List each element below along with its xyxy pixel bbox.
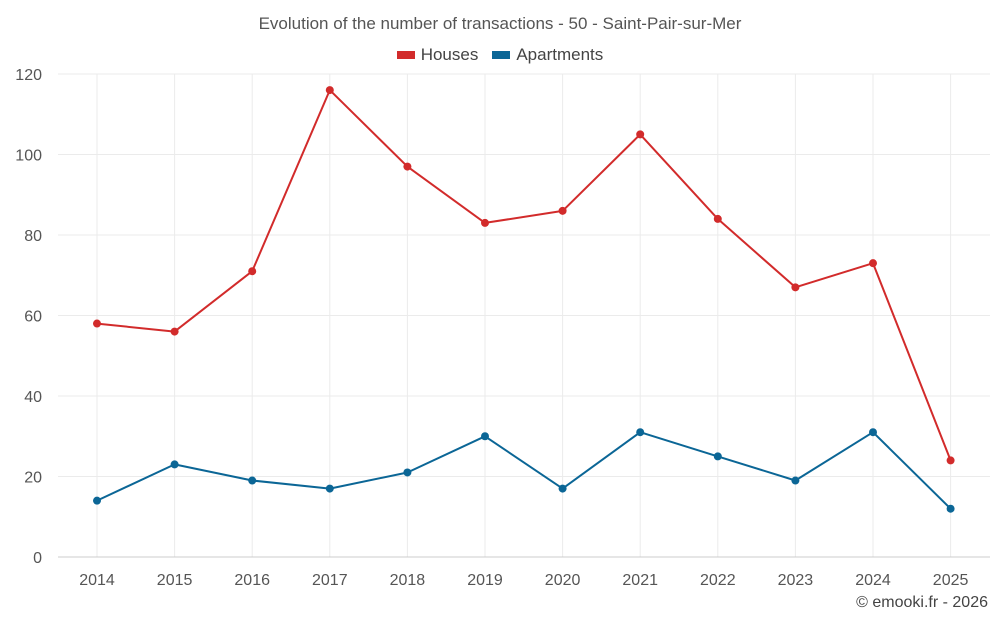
data-point-houses-2023 (791, 283, 800, 292)
data-point-houses-2021 (636, 130, 645, 139)
data-point-houses-2016 (248, 267, 257, 276)
data-point-apartments-2023 (791, 476, 800, 485)
x-tick-label: 2023 (778, 572, 814, 589)
data-point-apartments-2015 (170, 460, 179, 469)
data-point-apartments-2014 (93, 496, 101, 505)
legend-item-houses[interactable]: Houses (396, 45, 479, 65)
data-point-houses-2014 (93, 319, 101, 328)
legend: Houses Apartments (0, 45, 1000, 65)
x-tick-label: 2018 (390, 572, 426, 589)
y-tick-label: 120 (15, 67, 42, 84)
y-tick-label: 40 (24, 389, 42, 406)
y-tick-label: 20 (24, 470, 42, 487)
x-tick-label: 2014 (79, 572, 115, 589)
data-point-apartments-2021 (636, 428, 645, 437)
series-line-houses (96, 89, 952, 461)
data-point-houses-2015 (170, 327, 179, 336)
x-tick-label: 2019 (467, 572, 503, 589)
data-point-houses-2018 (403, 162, 412, 171)
x-tick-label: 2017 (312, 572, 348, 589)
chart-title: Evolution of the number of transactions … (258, 14, 742, 33)
x-tick-label: 2022 (700, 572, 736, 589)
x-tick-label: 2024 (855, 572, 891, 589)
data-point-houses-2025 (946, 456, 955, 465)
legend-swatch-apartments (492, 51, 511, 59)
data-point-houses-2024 (869, 259, 877, 268)
x-tick-label: 2021 (622, 572, 658, 589)
x-tick-label: 2025 (933, 572, 969, 589)
series-line-apartments (96, 431, 952, 510)
legend-label-houses: Houses (420, 45, 479, 64)
data-point-apartments-2017 (325, 484, 334, 493)
legend-item-apartments[interactable]: Apartments (492, 45, 603, 65)
data-point-apartments-2025 (946, 504, 955, 513)
data-point-apartments-2020 (558, 484, 567, 493)
data-point-apartments-2024 (869, 428, 877, 437)
data-point-houses-2022 (713, 214, 722, 223)
credit-text: © emooki.fr - 2026 (856, 594, 988, 611)
y-tick-label: 0 (33, 550, 42, 567)
x-tick-label: 2020 (545, 572, 581, 589)
y-tick-label: 100 (15, 148, 42, 165)
data-point-apartments-2016 (248, 476, 257, 485)
data-point-apartments-2022 (713, 452, 722, 461)
data-point-houses-2017 (325, 86, 334, 95)
data-point-houses-2020 (558, 206, 567, 215)
y-tick-label: 60 (24, 309, 42, 326)
legend-label-apartments: Apartments (516, 45, 604, 64)
y-tick-label: 80 (24, 228, 42, 245)
x-tick-label: 2015 (157, 572, 193, 589)
data-point-apartments-2018 (403, 468, 412, 477)
data-point-apartments-2019 (481, 432, 489, 441)
legend-swatch-houses (396, 51, 415, 59)
data-point-houses-2019 (481, 218, 489, 227)
x-tick-label: 2016 (234, 572, 270, 589)
